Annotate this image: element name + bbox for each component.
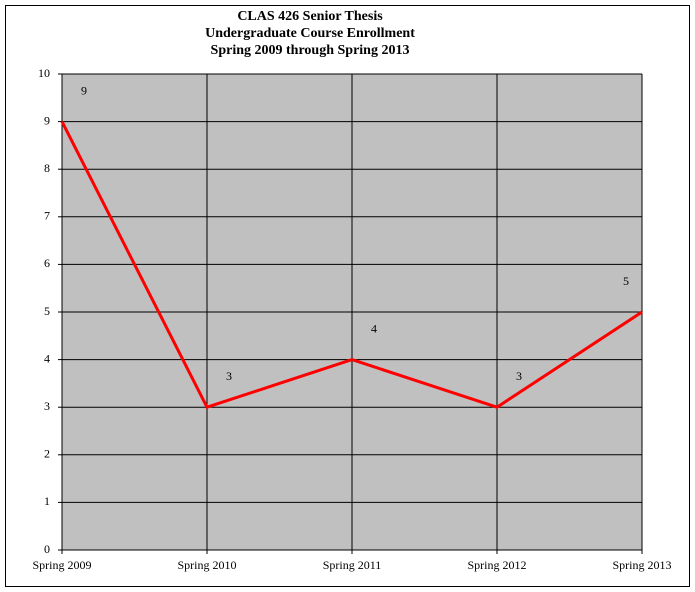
y-tick-label: 5 xyxy=(44,304,50,318)
y-tick-label: 6 xyxy=(44,256,50,270)
x-tick-label: Spring 2010 xyxy=(177,558,236,572)
x-tick-label: Spring 2011 xyxy=(323,558,382,572)
data-line xyxy=(60,120,643,410)
y-tick-label: 0 xyxy=(44,542,50,556)
data-label: 5 xyxy=(623,274,629,288)
data-label: 9 xyxy=(81,83,87,97)
x-tick-label: Spring 2012 xyxy=(467,558,526,572)
y-tick-label: 1 xyxy=(44,494,50,508)
y-tick-label: 2 xyxy=(44,447,50,461)
y-tick-label: 8 xyxy=(44,161,50,175)
y-tick-label: 10 xyxy=(38,66,50,80)
y-tick-label: 7 xyxy=(44,209,50,223)
y-tick-label: 3 xyxy=(44,399,50,413)
chart-title: Spring 2009 through Spring 2013 xyxy=(211,43,410,58)
data-label: 4 xyxy=(371,321,377,335)
y-tick-label: 9 xyxy=(44,113,50,127)
data-label: 3 xyxy=(226,369,232,383)
x-tick-label: Spring 2009 xyxy=(32,558,91,572)
y-tick-label: 4 xyxy=(44,351,50,365)
chart-title: Undergraduate Course Enrollment xyxy=(205,26,415,41)
x-tick-label: Spring 2013 xyxy=(612,558,671,572)
chart-title: CLAS 426 Senior Thesis xyxy=(237,9,383,24)
data-label: 3 xyxy=(516,369,522,383)
